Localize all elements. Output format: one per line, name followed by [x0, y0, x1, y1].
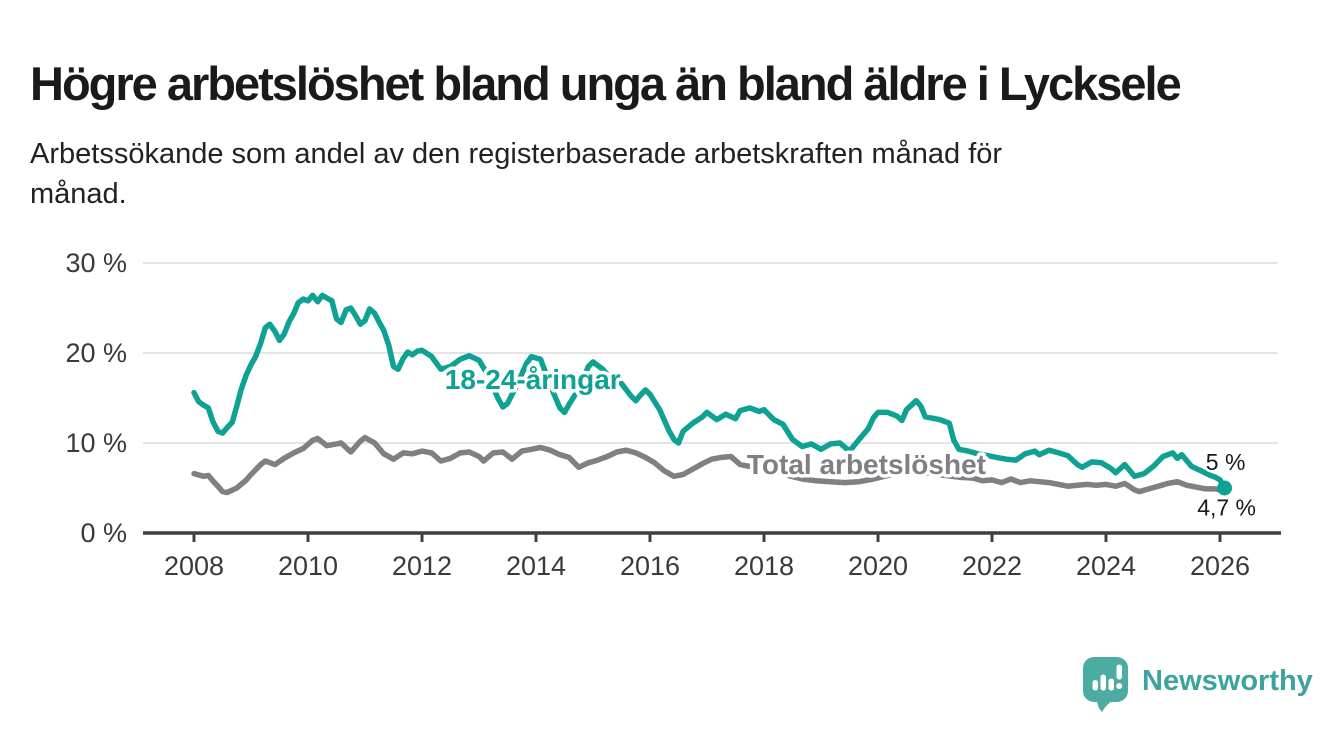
x-tick-label-2020: 2020 [848, 551, 908, 581]
x-tick-label-2012: 2012 [392, 551, 452, 581]
x-tick-label-2022: 2022 [962, 551, 1022, 581]
newsworthy-logo: Newsworthy [1082, 656, 1313, 714]
newsworthy-logo-icon [1083, 657, 1128, 712]
series-line-youth [191, 292, 1228, 491]
x-tick-label-2014: 2014 [506, 551, 566, 581]
logo-bar-chart-icon [1092, 664, 1123, 691]
series-label-youth: 18-24-åringar [445, 364, 621, 395]
chart-subtitle: Arbetssökande som andel av den registerb… [30, 134, 1270, 214]
y-tick-label-30: 30 % [65, 248, 127, 278]
end-value-label-youth: 5 % [1206, 449, 1246, 475]
series-line-total [191, 434, 1228, 496]
series-end-dot-youth [1217, 480, 1233, 496]
x-tick-label-2016: 2016 [620, 551, 680, 581]
end-value-label-total: 4,7 % [1197, 494, 1256, 520]
x-tick-label-2026: 2026 [1190, 551, 1250, 581]
logo-bubble-tail [1097, 700, 1113, 712]
y-tick-label-10: 10 % [65, 428, 127, 458]
y-tick-label-20: 20 % [65, 338, 127, 368]
series-label-total: Total arbetslöshet [747, 449, 986, 480]
x-tick-label-2008: 2008 [164, 551, 224, 581]
newsworthy-logo-text: Newsworthy [1142, 664, 1313, 697]
unemployment-line-chart: 0 % 10 % 20 % 30 % 2008 2010 2012 2014 2016 2018 2… [65, 248, 1281, 581]
y-tick-label-0: 0 % [80, 518, 127, 548]
chart-subtitle-line2: månad. [30, 178, 127, 210]
x-tick-label-2024: 2024 [1076, 551, 1136, 581]
x-tick-label-2010: 2010 [278, 551, 338, 581]
chart-subtitle-line1: Arbetssökande som andel av den registerb… [30, 138, 1003, 170]
x-tick-label-2018: 2018 [734, 551, 794, 581]
page-title: Högre arbetslöshet bland unga än bland ä… [30, 57, 1182, 111]
